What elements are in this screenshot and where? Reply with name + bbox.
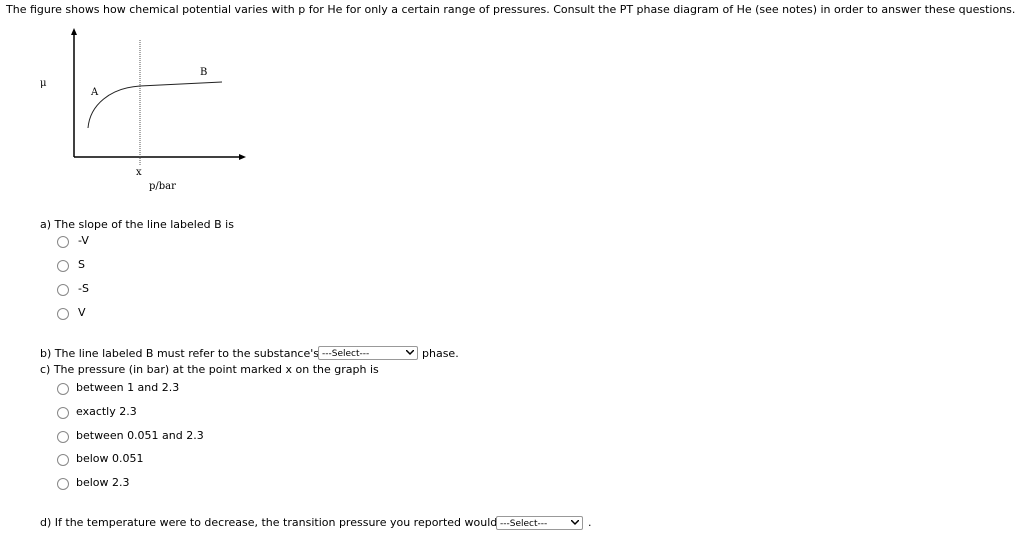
option-label: exactly 2.3	[76, 404, 137, 418]
question-c: c) The pressure (in bar) at the point ma…	[40, 363, 379, 376]
question-b: b) The line labeled B must refer to the …	[40, 347, 320, 360]
option-label: -S	[78, 282, 89, 295]
y-label: μ	[40, 78, 47, 89]
option-label: between 0.051 and 2.3	[76, 428, 204, 442]
intro: The figure shows how chemical potential …	[6, 3, 1016, 16]
radio[interactable]	[57, 406, 69, 419]
curve-b-label: B	[200, 67, 208, 78]
radio[interactable]	[57, 430, 69, 443]
select-d[interactable]: ---Select---	[496, 516, 583, 530]
option-label: V	[78, 306, 86, 319]
radio[interactable]	[57, 478, 69, 491]
select-d-text: ---Select---	[500, 519, 548, 529]
radio[interactable]	[57, 260, 69, 272]
option-label: between 1 and 2.3	[76, 381, 180, 394]
option-label: below 2.3	[76, 476, 130, 490]
question-a: a) The slope of the line labeled B is	[40, 218, 234, 231]
option-label: -V	[78, 234, 89, 247]
select-b[interactable]: ---Select---	[318, 346, 418, 360]
figure	[71, 28, 246, 166]
option-label: S	[78, 258, 85, 271]
question-d: d) If the temperature were to decrease, …	[40, 516, 498, 529]
select-b-text: ---Select---	[322, 349, 370, 359]
curve-a-label: A	[91, 87, 99, 98]
radio[interactable]	[57, 308, 69, 320]
radio[interactable]	[57, 383, 69, 395]
radio[interactable]	[57, 236, 69, 248]
radio[interactable]	[57, 454, 69, 467]
point-label: x	[136, 167, 142, 178]
radio[interactable]	[57, 284, 69, 296]
x-label: p/bar	[149, 181, 176, 192]
question-b-after: phase.	[422, 347, 459, 360]
question-d-after: .	[588, 516, 592, 529]
option-label: below 0.051	[76, 452, 144, 466]
